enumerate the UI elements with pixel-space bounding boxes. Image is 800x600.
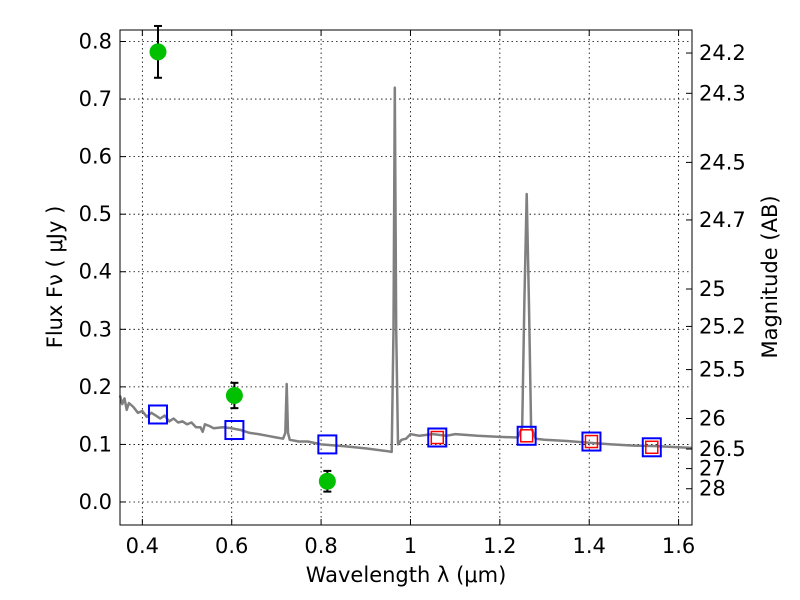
x-tick-label: 1.2 — [483, 534, 516, 558]
y-axis-title: Flux Fν ( μJy ) — [43, 206, 67, 349]
spectrum-line — [118, 86, 693, 454]
mag-tick-label: 25 — [699, 277, 726, 301]
model-point-blue — [224, 420, 245, 441]
y-tick-label: 0.1 — [79, 432, 112, 456]
y-tick-label: 0.6 — [79, 145, 112, 169]
mag-tick-label: 24.7 — [699, 208, 746, 232]
right-axis-title: Magnitude (AB) — [758, 195, 782, 358]
spectrum-layer — [118, 86, 693, 454]
model-point-red — [430, 430, 445, 445]
model-point-blue — [427, 427, 448, 448]
mag-tick-label: 26 — [699, 407, 726, 431]
y-tick-label: 0.5 — [79, 202, 112, 226]
model-point-blue — [641, 437, 662, 458]
observed-point — [149, 43, 167, 61]
x-tick-label: 1 — [404, 534, 417, 558]
tick-layer: 0.4 0.6 0.8 1 1.2 1.4 1.6 0.0 0.1 0.2 0.3 0.4 0.5 0.6… — [79, 30, 746, 558]
mag-tick-label: 27 — [699, 457, 726, 481]
mag-tick-label: 24.3 — [699, 81, 746, 105]
x-tick-label: 0.4 — [126, 534, 159, 558]
x-axis-title: Wavelength λ (μm) — [306, 563, 507, 587]
x-tick-label: 1.4 — [573, 534, 606, 558]
model-point-blue — [516, 425, 537, 446]
model-point-red — [645, 440, 659, 455]
y-tick-label: 0.0 — [79, 490, 112, 514]
y-tick-label: 0.2 — [79, 375, 112, 399]
model-point-blue — [581, 431, 602, 452]
plot-frame — [119, 29, 693, 526]
x-tick-label: 1.6 — [662, 534, 695, 558]
y-tick-label: 0.3 — [79, 317, 112, 341]
mag-tick-label: 25.2 — [699, 314, 746, 338]
y-tick-label: 0.7 — [79, 87, 112, 111]
mag-tick-label: 28 — [699, 477, 726, 501]
mag-tick-label: 24.5 — [699, 150, 746, 174]
model-point-blue — [147, 404, 168, 425]
mag-tick-label: 26.5 — [699, 437, 746, 461]
model-point-red — [584, 434, 599, 449]
x-tick-label: 0.8 — [304, 534, 337, 558]
y-tick-label: 0.4 — [79, 260, 112, 284]
observed-point — [225, 386, 243, 404]
grid-lines — [120, 30, 692, 525]
mag-tick-label: 24.2 — [699, 41, 746, 65]
model-point-blue — [317, 434, 338, 455]
observed-point — [318, 472, 336, 490]
x-tick-label: 0.6 — [215, 534, 248, 558]
y-tick-label: 0.8 — [79, 30, 112, 54]
marker-layer — [147, 24, 662, 493]
mag-tick-label: 25.5 — [699, 358, 746, 382]
model-point-red — [519, 429, 534, 443]
